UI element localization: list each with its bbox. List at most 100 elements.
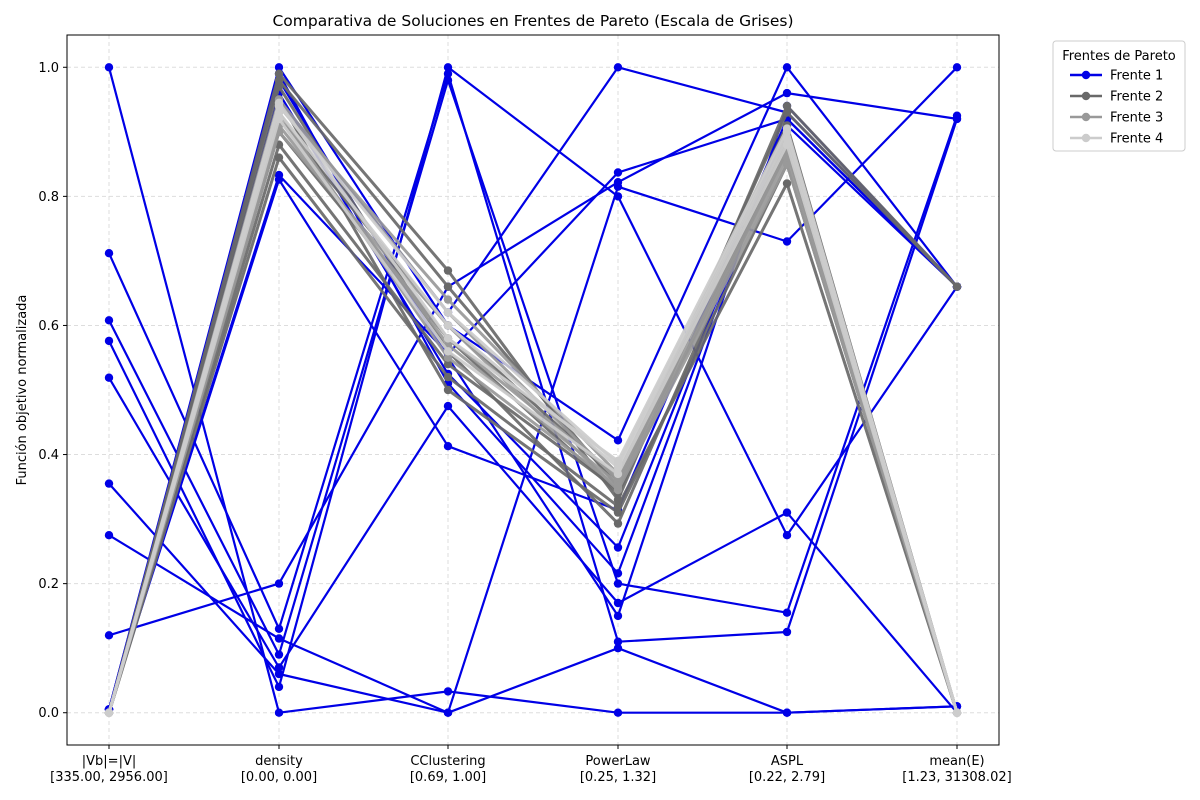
legend-swatch-marker-0 [1081, 70, 1091, 80]
data-point-2-4-2 [443, 360, 453, 369]
data-point-1-4-0 [104, 373, 114, 382]
data-point-2-6-5 [952, 282, 962, 291]
legend-entry-label-2: Frente 3 [1110, 111, 1163, 126]
data-point-1-9-1 [274, 170, 284, 180]
x-tick-range-5: [1.23, 31308.02] [902, 770, 1011, 785]
x-tick-range-3: [0.25, 1.32] [580, 770, 656, 785]
data-point-1-2-3 [613, 579, 623, 588]
data-point-1-9-3 [613, 168, 623, 177]
series-line-4-3 [107, 104, 959, 714]
data-point-1-14-3 [613, 611, 623, 621]
data-point-1-12-1 [274, 63, 284, 72]
data-point-1-6-5 [952, 63, 962, 72]
data-point-4-2-3 [613, 469, 623, 479]
data-point-1-5-4 [782, 708, 792, 717]
series-line-1-5 [108, 482, 958, 714]
legend-swatch-marker-1 [1081, 91, 1091, 101]
legend-entry-label-1: Frente 2 [1110, 90, 1163, 105]
data-point-1-6-1 [274, 634, 284, 643]
data-point-1-0-1 [274, 708, 284, 717]
data-point-4-1-2 [443, 321, 453, 330]
data-point-1-7-0 [104, 631, 114, 640]
data-point-1-0-3 [613, 708, 623, 717]
series-line-4-2 [107, 117, 959, 714]
legend-entry-label-0: Frente 1 [1110, 69, 1163, 84]
series-line-1-7 [108, 91, 958, 637]
data-point-1-6-4 [782, 237, 792, 246]
data-point-1-1-4 [782, 627, 792, 637]
y-tick-label-1: 0.2 [38, 577, 59, 592]
legend-box [1052, 40, 1186, 152]
legend-entry-label-3: Frente 4 [1110, 132, 1163, 147]
x-tick-label-4: ASPL [771, 754, 804, 769]
data-point-1-4-4 [782, 508, 792, 517]
data-point-1-4-1 [274, 663, 284, 672]
data-point-3-4-3 [613, 482, 623, 491]
data-point-1-5-3 [613, 644, 623, 653]
data-point-2-6-4 [782, 108, 792, 117]
data-point-2-3-4 [782, 179, 792, 188]
data-point-1-12-4 [782, 63, 792, 72]
data-point-2-0-4 [782, 101, 792, 111]
data-point-1-6-0 [104, 531, 114, 540]
data-point-1-3-0 [104, 336, 114, 346]
legend-entries: Frente 1 Frente 2 Frente 3 Frente 4 [1070, 69, 1163, 147]
data-point-1-7-1 [274, 579, 284, 588]
chart-title: Comparativa de Soluciones en Frentes de … [272, 12, 793, 30]
x-axis: |Vb|=|V|[335.00, 2956.00] density[0.00, 0… [50, 745, 1012, 785]
series-line-1-2 [108, 79, 959, 656]
data-point-1-1-0 [104, 249, 114, 258]
data-point-1-2-4 [782, 608, 792, 617]
data-point-4-2-2 [443, 347, 453, 356]
data-point-1-7-3 [613, 178, 623, 187]
y-tick-label-3: 0.6 [38, 319, 59, 334]
data-point-1-5-1 [274, 669, 284, 679]
plot-area-frame [66, 34, 1000, 746]
series-line-1-4 [108, 377, 958, 714]
y-tick-label-2: 0.4 [38, 448, 59, 463]
data-point-4-3-2 [443, 308, 453, 317]
data-point-2-6-2 [443, 282, 453, 291]
data-point-1-7-4 [782, 88, 792, 98]
series-frente-4 [104, 98, 962, 717]
series-line-2-3 [107, 156, 959, 714]
data-point-1-0-0 [104, 63, 114, 72]
x-tick-range-2: [0.69, 1.00] [410, 770, 486, 785]
data-point-1-8-2 [443, 442, 453, 451]
series-layer [104, 63, 962, 717]
data-point-2-3-2 [443, 372, 453, 382]
x-tick-label-3: PowerLaw [585, 754, 651, 769]
x-tick-label-1: density [255, 754, 303, 769]
x-tick-range-4: [0.22, 2.79] [749, 770, 825, 785]
data-point-3-4-2 [443, 353, 453, 362]
y-axis: 0.0 0.2 0.4 0.6 0.8 1.0 [38, 61, 67, 721]
data-point-2-1-3 [613, 519, 623, 528]
data-point-1-3-4 [782, 531, 792, 540]
data-point-4-3-1 [274, 101, 284, 111]
data-point-1-1-3 [613, 637, 623, 646]
data-point-1-12-3 [613, 436, 623, 445]
data-point-1-2-0 [104, 316, 114, 325]
data-point-2-2-3 [613, 508, 623, 517]
data-point-1-4-3 [613, 598, 623, 608]
data-point-2-0-1 [274, 69, 284, 78]
data-point-1-3-1 [274, 682, 284, 692]
data-point-1-2-1 [274, 650, 284, 659]
y-tick-label-5: 1.0 [38, 61, 59, 76]
x-tick-label-5: mean(E) [929, 754, 984, 769]
y-axis-label: Función objetivo normalizada [15, 295, 30, 486]
data-point-4-3-0 [104, 708, 114, 717]
data-point-1-11-3 [613, 63, 623, 72]
series-line-1-3 [108, 66, 958, 689]
x-tick-range-1: [0.00, 0.00] [241, 770, 317, 785]
data-point-1-1-1 [274, 624, 284, 633]
x-tick-label-0: |Vb|=|V| [82, 754, 136, 769]
data-point-4-0-2 [443, 334, 453, 343]
data-point-1-0-2 [443, 687, 453, 696]
data-point-1-6-2 [443, 708, 453, 717]
legend-swatch-marker-2 [1081, 112, 1091, 122]
data-point-1-10-3 [613, 543, 623, 552]
